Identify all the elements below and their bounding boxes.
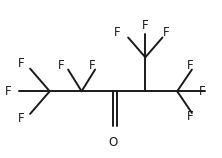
Text: F: F: [5, 85, 11, 98]
Text: F: F: [198, 85, 205, 98]
Text: F: F: [89, 59, 96, 72]
Text: O: O: [109, 136, 118, 149]
Text: F: F: [18, 57, 25, 70]
Text: F: F: [187, 59, 194, 72]
Text: F: F: [163, 26, 169, 39]
Text: F: F: [18, 112, 25, 125]
Text: F: F: [187, 110, 194, 123]
Text: F: F: [142, 19, 149, 32]
Text: F: F: [114, 26, 121, 39]
Text: F: F: [57, 59, 64, 72]
